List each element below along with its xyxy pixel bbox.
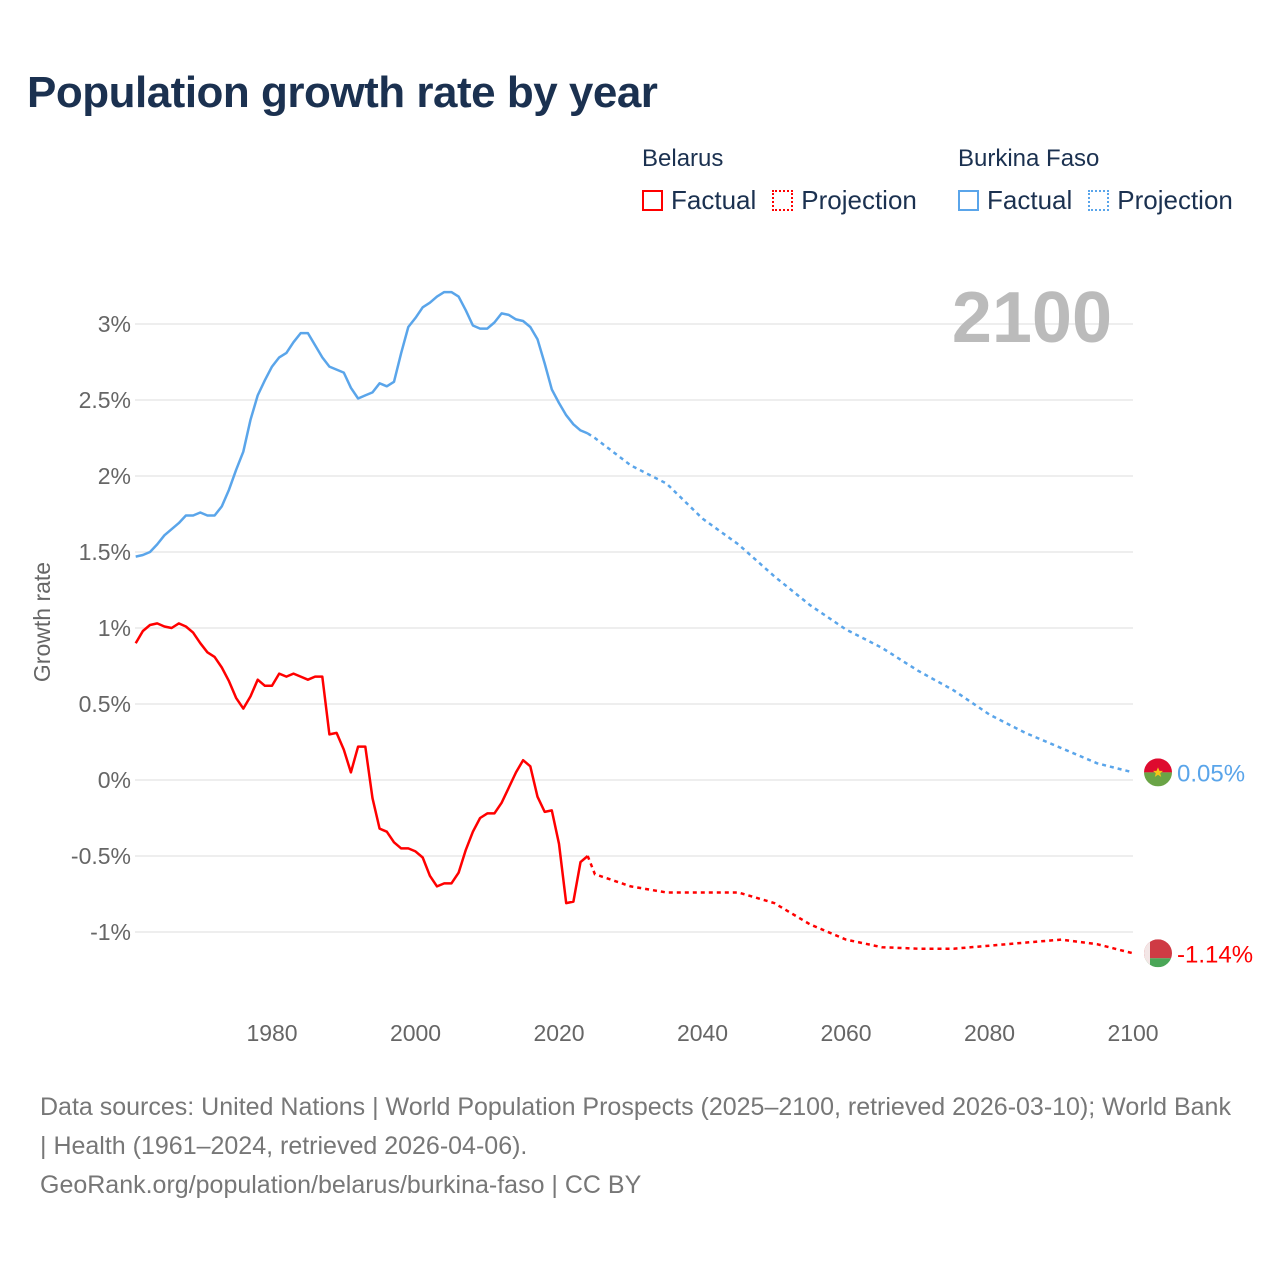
footer: Data sources: United Nations | World Pop…: [40, 1088, 1240, 1205]
x-tick-label: 2080: [964, 1020, 1015, 1046]
x-tick-label: 2020: [533, 1020, 584, 1046]
chart-title: Population growth rate by year: [27, 68, 658, 117]
flag-stripe: [1144, 758, 1172, 773]
year-indicator: 2100: [952, 278, 1112, 358]
legend-factual-label: Factual: [987, 185, 1073, 215]
x-tick-label: 2100: [1107, 1020, 1158, 1046]
belarus-flag-icon: [1144, 939, 1172, 968]
y-tick-label: 0.5%: [79, 691, 131, 717]
legend-projection-label: Projection: [801, 185, 917, 215]
y-tick-label: 2.5%: [79, 387, 131, 413]
y-tick-label: 2%: [98, 463, 131, 489]
flag-stripe: [1144, 772, 1172, 787]
legend-factual-swatch: [642, 190, 663, 211]
y-tick-label: 1.5%: [79, 539, 131, 565]
flag-stripe: [1144, 958, 1172, 968]
legend-factual-swatch: [958, 190, 979, 211]
series-line-projection-burkina-faso: [587, 432, 1134, 774]
legend-country-name: Burkina Faso: [958, 145, 1100, 172]
star-icon: [1153, 767, 1163, 777]
y-tick-label: 1%: [98, 615, 131, 641]
x-tick-label: 2060: [820, 1020, 871, 1046]
legend-projection-swatch: [1088, 190, 1110, 211]
legend-burkina-faso: Burkina Faso Factual Projection: [958, 145, 1233, 216]
legend-projection-label: Projection: [1117, 185, 1233, 215]
series-line-factual-belarus: [134, 622, 589, 905]
end-value-label: -1.14%: [1177, 941, 1253, 968]
burkina-faso-flag-icon: [1144, 758, 1172, 787]
credit-link[interactable]: GeoRank.org/population/belarus/burkina-f…: [40, 1171, 642, 1199]
legend-factual-label: Factual: [671, 185, 757, 215]
x-tick-label: 2000: [390, 1020, 441, 1046]
y-tick-label: -1%: [90, 919, 131, 945]
legend-belarus: Belarus Factual Projection: [642, 145, 917, 216]
series-line-factual-burkina-faso: [135, 290, 589, 558]
y-tick-label: 3%: [98, 311, 131, 337]
flag-body: [1144, 758, 1172, 787]
flag-ornament: [1144, 939, 1150, 968]
y-axis-label: Growth rate: [29, 562, 55, 682]
series-line-projection-belarus: [586, 855, 1134, 955]
y-tick-label: 0%: [98, 767, 131, 793]
x-tick-label: 2040: [677, 1020, 728, 1046]
y-tick-label: -0.5%: [71, 843, 131, 869]
x-tick-label: 1980: [246, 1020, 297, 1046]
legend-projection-swatch: [772, 190, 794, 211]
flag-stripe: [1144, 939, 1172, 959]
flag-body: [1144, 939, 1172, 968]
data-sources: Data sources: United Nations | World Pop…: [40, 1093, 1231, 1160]
end-value-label: 0.05%: [1177, 760, 1245, 787]
legend-country-name: Belarus: [642, 145, 724, 172]
